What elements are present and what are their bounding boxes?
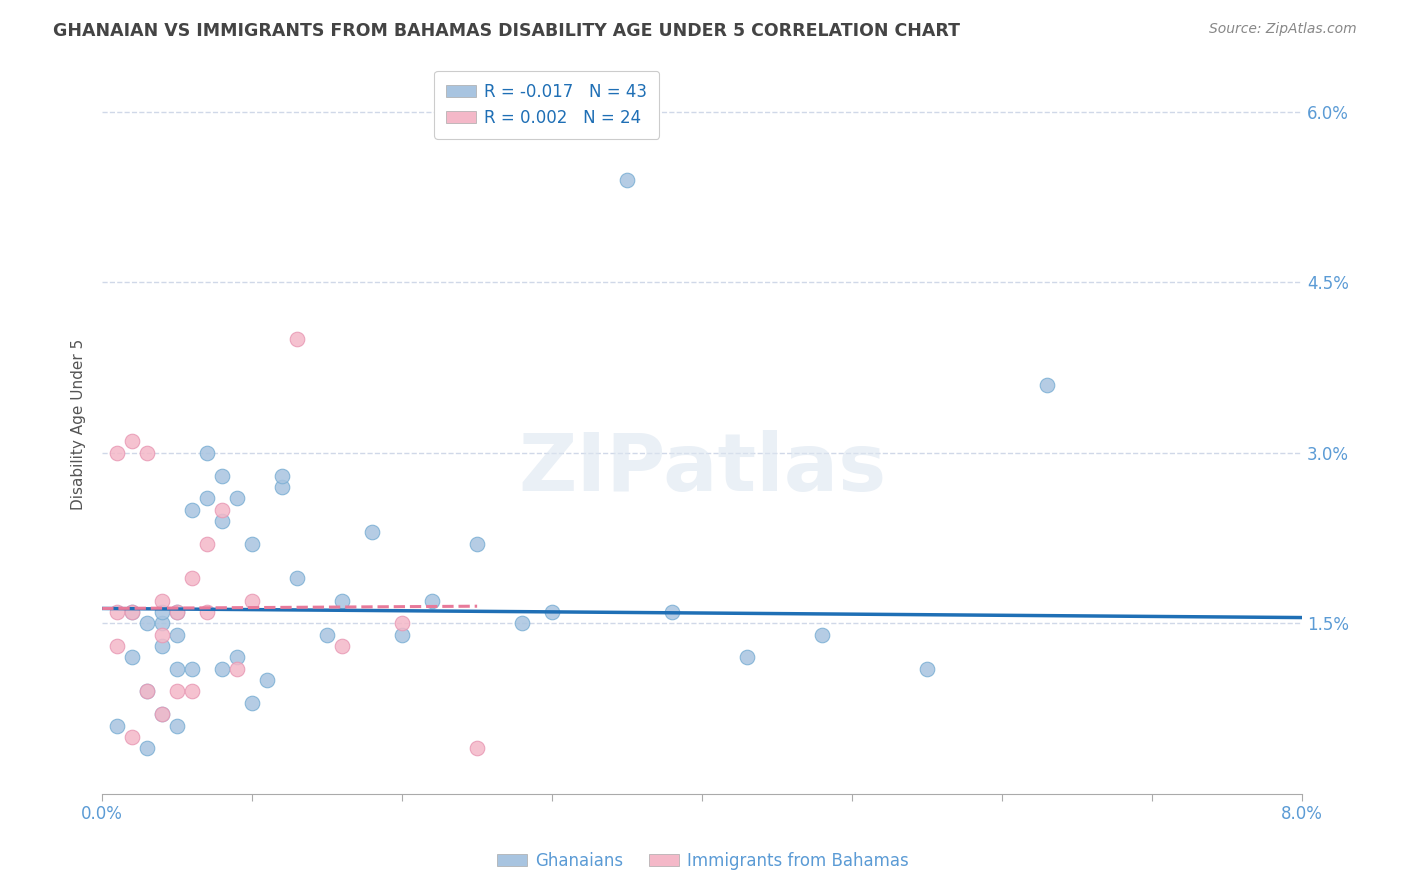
Point — [226, 662, 249, 676]
Point — [661, 605, 683, 619]
Point — [105, 639, 128, 653]
Legend: Ghanaians, Immigrants from Bahamas: Ghanaians, Immigrants from Bahamas — [491, 846, 915, 877]
Point — [240, 593, 263, 607]
Point — [271, 468, 294, 483]
Point — [181, 684, 204, 698]
Point — [150, 593, 173, 607]
Point — [195, 446, 218, 460]
Point — [256, 673, 278, 687]
Point — [181, 571, 204, 585]
Point — [361, 525, 384, 540]
Point — [391, 627, 413, 641]
Point — [211, 662, 233, 676]
Point — [166, 627, 188, 641]
Point — [330, 593, 353, 607]
Point — [150, 605, 173, 619]
Legend: R = -0.017   N = 43, R = 0.002   N = 24: R = -0.017 N = 43, R = 0.002 N = 24 — [434, 70, 659, 138]
Point — [166, 662, 188, 676]
Point — [211, 514, 233, 528]
Point — [121, 650, 143, 665]
Point — [285, 571, 308, 585]
Point — [150, 707, 173, 722]
Point — [150, 616, 173, 631]
Point — [211, 468, 233, 483]
Point — [510, 616, 533, 631]
Point — [166, 605, 188, 619]
Point — [121, 434, 143, 449]
Point — [211, 502, 233, 516]
Point — [150, 707, 173, 722]
Point — [616, 173, 638, 187]
Point — [166, 605, 188, 619]
Point — [136, 446, 159, 460]
Point — [136, 741, 159, 756]
Point — [181, 662, 204, 676]
Point — [1036, 377, 1059, 392]
Y-axis label: Disability Age Under 5: Disability Age Under 5 — [72, 339, 86, 510]
Point — [226, 491, 249, 506]
Point — [136, 684, 159, 698]
Point — [136, 616, 159, 631]
Point — [811, 627, 834, 641]
Point — [166, 684, 188, 698]
Point — [240, 696, 263, 710]
Text: GHANAIAN VS IMMIGRANTS FROM BAHAMAS DISABILITY AGE UNDER 5 CORRELATION CHART: GHANAIAN VS IMMIGRANTS FROM BAHAMAS DISA… — [53, 22, 960, 40]
Point — [271, 480, 294, 494]
Point — [226, 650, 249, 665]
Point — [391, 616, 413, 631]
Point — [195, 491, 218, 506]
Point — [121, 605, 143, 619]
Point — [465, 741, 488, 756]
Point — [195, 605, 218, 619]
Point — [105, 446, 128, 460]
Point — [105, 605, 128, 619]
Point — [150, 639, 173, 653]
Point — [541, 605, 564, 619]
Point — [150, 627, 173, 641]
Point — [240, 537, 263, 551]
Point — [330, 639, 353, 653]
Point — [285, 332, 308, 346]
Point — [465, 537, 488, 551]
Point — [915, 662, 938, 676]
Point — [195, 537, 218, 551]
Point — [735, 650, 758, 665]
Text: Source: ZipAtlas.com: Source: ZipAtlas.com — [1209, 22, 1357, 37]
Point — [316, 627, 339, 641]
Point — [121, 605, 143, 619]
Point — [136, 684, 159, 698]
Point — [166, 718, 188, 732]
Point — [121, 730, 143, 744]
Point — [420, 593, 443, 607]
Point — [105, 718, 128, 732]
Text: ZIPatlas: ZIPatlas — [517, 430, 886, 508]
Point — [181, 502, 204, 516]
